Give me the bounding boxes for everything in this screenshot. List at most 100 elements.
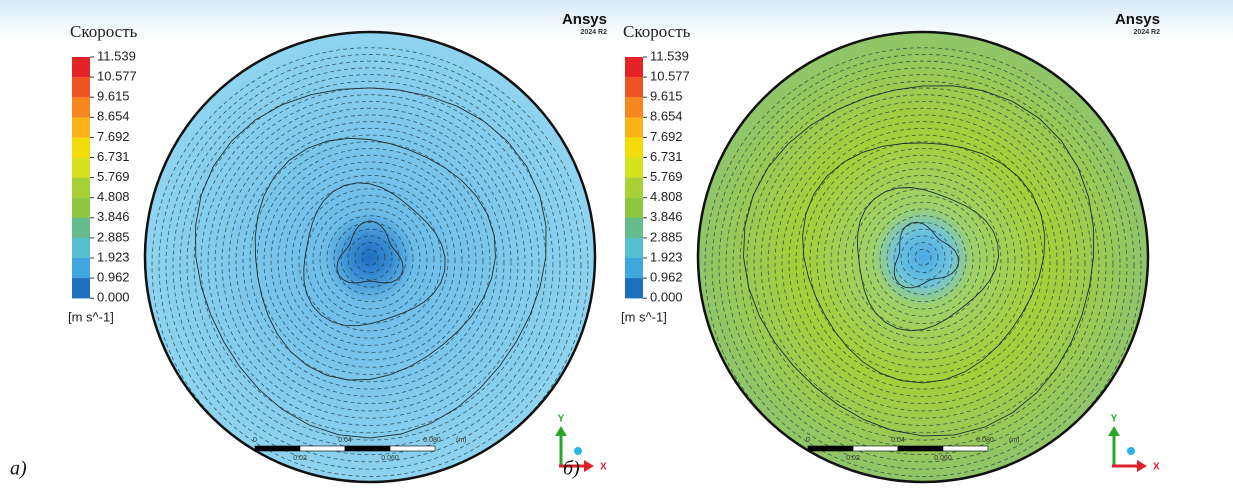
vector-ring: [781, 121, 1065, 405]
legend-label: 8.654: [97, 109, 130, 124]
vector-ring: [200, 94, 540, 434]
vector-ring: [914, 248, 932, 266]
x-arrowhead: [1137, 460, 1147, 472]
legend-band: [625, 97, 643, 118]
vector-ring: [865, 201, 981, 317]
vector-ring: [326, 215, 414, 303]
contour: [303, 182, 446, 327]
legend-label: 9.615: [97, 89, 130, 104]
vector-ring: [319, 208, 421, 310]
legend-title: Скорость: [70, 22, 138, 41]
scale-segment: [389, 445, 436, 452]
vector-ring: [207, 101, 533, 426]
rim: [696, 30, 1150, 484]
legend-band: [72, 157, 90, 178]
vector-ring: [228, 121, 512, 405]
vector-ring: [886, 222, 960, 295]
panel: Скорость 11.539 10.577 9.615 8.654 7.692 6.731…: [563, 11, 1160, 484]
vector-ring: [291, 181, 449, 339]
vector-ring: [312, 201, 428, 317]
vector-ring: [347, 235, 393, 281]
vector-ring: [725, 67, 1121, 463]
legend-band: [625, 197, 643, 218]
legend-label: 9.615: [650, 89, 683, 104]
scale-label: 0.060: [934, 455, 952, 462]
contour: [336, 220, 404, 284]
vector-ring: [837, 174, 1009, 346]
legend-label: 1.923: [97, 249, 130, 264]
vector-ring: [235, 127, 505, 397]
legend-label: 3.846: [650, 209, 683, 224]
legend-band: [72, 217, 90, 239]
legend-label: 10.577: [650, 69, 690, 84]
vector-ring: [760, 101, 1086, 426]
vector-ring: [361, 248, 379, 266]
vector-ring: [193, 87, 547, 441]
legend-band: [72, 237, 90, 259]
legend-band: [72, 258, 90, 279]
vector-ring: [858, 195, 988, 324]
legend-band: [625, 217, 643, 239]
velocity-field: [698, 32, 1148, 482]
axis-x-label: X: [600, 462, 607, 473]
vector-ring: [844, 181, 1002, 339]
vector-ring: [774, 114, 1072, 412]
scale-segment: [852, 445, 899, 452]
legend-label: 2.885: [650, 229, 683, 244]
scale-label: (m): [1009, 437, 1020, 444]
vector-ring: [746, 87, 1100, 441]
legend-band: [625, 157, 643, 178]
legend-label: 8.654: [650, 109, 683, 124]
legend-label: 4.808: [97, 189, 130, 204]
vector-ring: [795, 134, 1051, 390]
vector-ring: [704, 47, 1142, 482]
axis-y-label: Y: [1111, 414, 1118, 425]
vector-ring: [165, 60, 575, 470]
logo-brand: Ansys: [562, 11, 607, 28]
panel-label: б): [563, 458, 580, 480]
vector-ring: [214, 107, 526, 419]
vector-ring: [263, 154, 477, 368]
legend-label: 0.000: [650, 290, 683, 305]
vector-ring: [900, 235, 946, 281]
legend-title: Скорость: [623, 22, 691, 41]
y-arrowhead: [1108, 426, 1120, 436]
vector-ring: [172, 67, 568, 463]
legend-label: 5.769: [97, 169, 130, 184]
vector-ring: [872, 208, 974, 310]
legend-label: 3.846: [97, 209, 130, 224]
vector-ring: [816, 154, 1030, 368]
vector-ring: [221, 114, 519, 412]
legend-band: [625, 278, 643, 299]
legend-band: [625, 177, 643, 198]
vector-ring: [907, 242, 939, 274]
vector-ring: [158, 54, 582, 477]
scale-segment: [344, 445, 391, 452]
contour: [893, 221, 959, 289]
vector-ring: [830, 168, 1016, 354]
legend-label: 6.731: [97, 149, 130, 164]
legend-label: 0.962: [97, 270, 130, 285]
vector-ring: [711, 54, 1135, 477]
velocity-field: [145, 32, 595, 482]
logo-brand: Ansys: [1115, 11, 1160, 28]
scale-segment: [807, 445, 854, 452]
legend-label: 0.962: [650, 270, 683, 285]
legend-unit: [m s^-1]: [621, 309, 667, 324]
scale-label: 0.02: [293, 455, 307, 462]
vector-ring: [732, 74, 1114, 456]
legend-band: [72, 197, 90, 218]
scale-segment: [942, 445, 989, 452]
contour: [857, 187, 999, 332]
contour: [802, 142, 1046, 384]
vector-ring: [753, 94, 1093, 434]
y-arrowhead: [555, 426, 567, 436]
legend-label: 11.539: [650, 48, 689, 63]
vectors: [151, 47, 589, 482]
panel: Скорость 11.539 10.577 9.615 8.654 7.692 6.731…: [10, 11, 607, 484]
legend-band: [72, 177, 90, 198]
vector-ring: [893, 228, 953, 288]
logo-version: 2024 R2: [1134, 29, 1161, 36]
scale-label: (m): [456, 437, 467, 444]
